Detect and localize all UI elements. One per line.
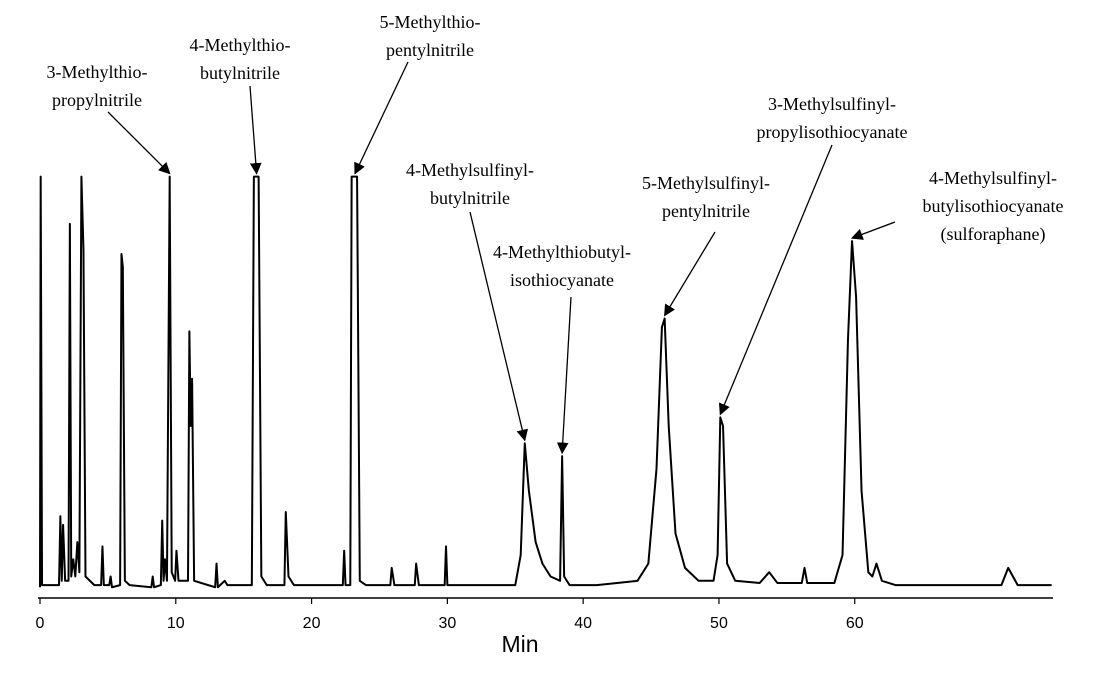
annotation-arrow xyxy=(469,211,529,442)
x-tick-label: 60 xyxy=(846,615,864,632)
annotation-arrow xyxy=(664,231,716,317)
annotation-text: 3-Methylsulfinyl- xyxy=(768,94,896,114)
annotation-text: butylnitrile xyxy=(200,63,280,83)
x-axis-label: Min xyxy=(501,631,538,657)
annotation-text: propylisothiocyanate xyxy=(757,122,908,142)
annotation-arrow xyxy=(718,144,833,416)
annotation-text: butylnitrile xyxy=(430,188,510,208)
x-tick-label: 10 xyxy=(167,615,185,632)
annotation-text: 4-Methylthio- xyxy=(190,35,291,55)
annotation-text: 5-Methylthio- xyxy=(380,12,481,32)
annotation-text: 4-Methylsulfinyl- xyxy=(929,168,1057,188)
annotation-text: propylnitrile xyxy=(52,90,142,110)
annotation-text: 3-Methylthio- xyxy=(47,62,148,82)
annotation-text: 4-Methylthiobutyl- xyxy=(493,242,631,262)
annotation-arrow xyxy=(354,61,409,175)
x-tick-label: 20 xyxy=(303,615,321,632)
annotation-text: isothiocyanate xyxy=(510,270,614,290)
annotation-text: 5-Methylsulfinyl- xyxy=(642,173,770,193)
trace xyxy=(39,175,1052,589)
annotation-arrow xyxy=(249,85,262,175)
x-tick-label: 40 xyxy=(574,615,592,632)
annotation-text: butylisothiocyanate xyxy=(923,196,1064,216)
x-tick-label: 0 xyxy=(36,615,45,632)
annotation-text: (sulforaphane) xyxy=(941,224,1046,245)
annotation-arrow xyxy=(850,221,896,240)
annotation-arrow xyxy=(556,296,572,455)
x-tick-label: 50 xyxy=(710,615,728,632)
annotation-arrow xyxy=(107,111,171,175)
annotation-text: pentylnitrile xyxy=(662,201,750,221)
annotation-text: pentylnitrile xyxy=(386,40,474,60)
x-tick-label: 30 xyxy=(438,615,456,632)
annotation-text: 4-Methylsulfinyl- xyxy=(406,160,534,180)
